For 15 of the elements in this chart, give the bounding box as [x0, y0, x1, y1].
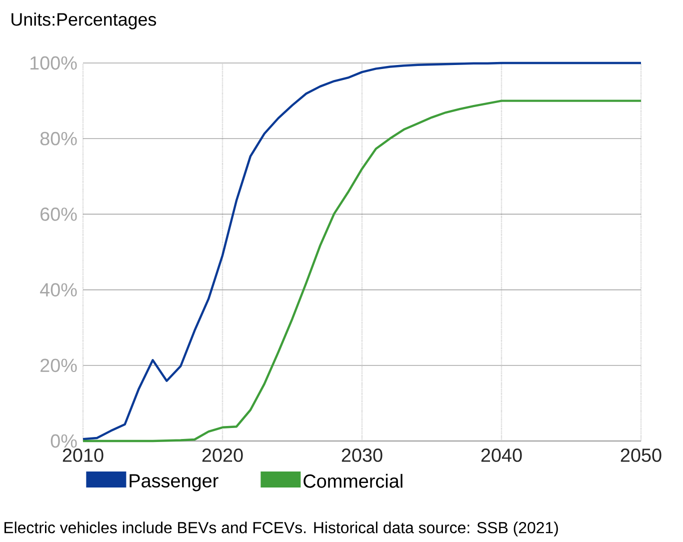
- legend-label: Commercial: [304, 474, 402, 488]
- y-tick-label: 0%: [50, 434, 77, 448]
- x-tick-label: 2050: [620, 448, 662, 462]
- y-tick-label: 100%: [30, 56, 77, 70]
- x-tick-label: 2020: [202, 448, 243, 462]
- x-tick-label: 2030: [342, 448, 382, 462]
- y-tick-label: 20%: [40, 358, 77, 372]
- chart-title: Units:Percentages: [12, 12, 156, 30]
- legend-label: Passenger: [130, 474, 218, 492]
- text: Electric vehicles include BEVs and FCEVs. Historical data source: SSB (2021): [4, 522, 558, 536]
- x-tick-label: 2040: [481, 448, 522, 462]
- y-tick-label: 80%: [40, 132, 77, 146]
- x-tick-label: 2010: [62, 448, 104, 462]
- y-tick-label: 60%: [40, 207, 77, 221]
- y-tick-label: 40%: [40, 283, 77, 296]
